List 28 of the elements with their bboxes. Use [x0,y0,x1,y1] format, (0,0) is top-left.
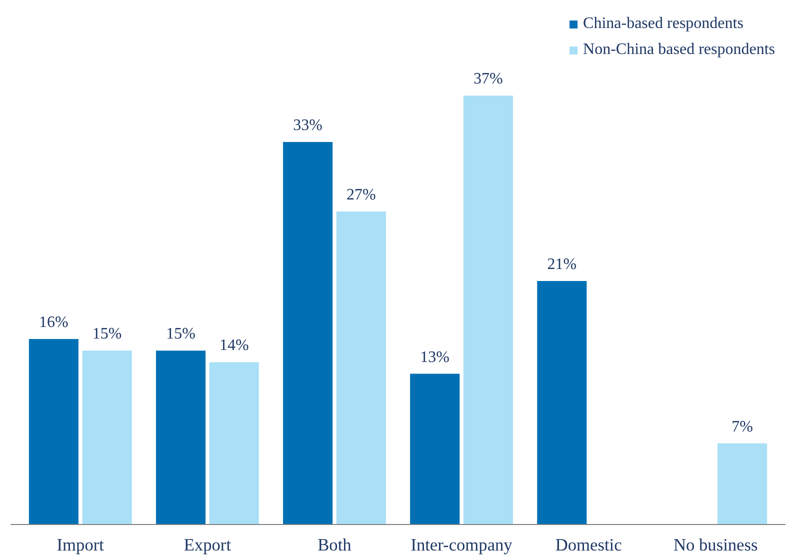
bar [283,142,333,524]
legend-label: China-based respondents [583,15,744,33]
x-tick-label: Both [318,536,352,554]
bar [28,339,78,524]
bar [718,443,768,524]
x-tick-label: Inter-company [410,536,513,554]
data-label: 16% [39,314,68,332]
data-label: 37% [474,70,503,88]
bar [410,374,460,524]
x-tick-label: Import [56,536,104,554]
bar [336,212,386,524]
bar [82,350,132,524]
data-label: 21% [547,256,577,274]
data-label: 15% [92,326,122,343]
data-label: 7% [732,418,753,436]
data-label: 13% [420,348,450,366]
bar [463,96,513,524]
bar [537,281,587,524]
data-label: 15% [166,326,196,343]
data-label: 14% [219,337,249,354]
legend-label: Non-China based respondents [583,41,775,59]
data-label: 33% [293,116,322,134]
x-tick-label: No business [674,536,758,554]
x-tick-label: Domestic [555,536,622,554]
bar [209,362,259,524]
x-tick-label: Export [184,536,232,554]
bar [156,350,206,524]
data-label: 27% [346,186,376,204]
